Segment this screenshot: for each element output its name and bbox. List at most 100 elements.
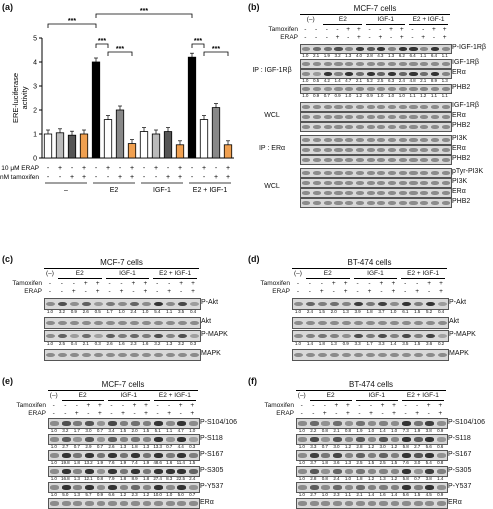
blot-band — [96, 421, 106, 426]
blot-band — [366, 138, 375, 142]
tamoxifen-sign: - — [121, 402, 125, 409]
blot-band — [323, 158, 332, 162]
blot-band — [402, 421, 411, 426]
blot-band — [50, 453, 60, 458]
row-label-tamoxifen: Tamoxifen — [260, 280, 290, 287]
row-label-tamoxifen: 10 nM tamoxifen — [0, 174, 39, 181]
blot-band — [334, 148, 343, 152]
quant-value: 4.2 — [323, 77, 330, 83]
panel-f: BT-474 cells (–) E2 IGF-1 E2 + IGF-1 Tamoxife… — [248, 374, 493, 509]
blot-band — [61, 421, 71, 426]
blot-row-label: P-S167 — [448, 450, 472, 458]
erap-sign: + — [82, 165, 86, 172]
blot-band — [441, 62, 450, 66]
blot-band — [108, 437, 117, 442]
erap-sign: - — [84, 288, 87, 295]
quant-value: 2.7 — [62, 443, 69, 449]
quant-value: 2.6 — [82, 308, 89, 314]
significance-bracket — [95, 43, 109, 48]
group-underline — [409, 24, 448, 25]
blot-band — [321, 421, 331, 426]
blot-band — [425, 333, 435, 339]
group-label: E2 — [78, 392, 87, 399]
erap-sign: - — [411, 34, 414, 41]
blot-band — [401, 320, 411, 326]
quant-value: 1.4 — [437, 475, 444, 481]
blot-band — [177, 352, 187, 358]
quant-value: 2.5 — [379, 459, 386, 465]
quant-value: 1.0 — [298, 491, 305, 497]
blot-band — [420, 115, 429, 119]
blot-band — [398, 191, 407, 195]
erap-sign: + — [106, 165, 110, 172]
blot-band — [345, 171, 354, 175]
blot-band — [366, 72, 375, 76]
blot-band — [94, 301, 104, 307]
blot-band — [441, 138, 450, 142]
quant-value: 0.8 — [437, 459, 444, 465]
blot-band — [165, 437, 175, 442]
quant-value: 3.2 — [154, 340, 161, 346]
panel-d: BT-474 cells (–) E2 IGF-1 E2 + IGF-1 Tamoxife… — [248, 252, 493, 372]
blot-band — [355, 181, 364, 185]
blot-band — [106, 301, 116, 307]
blot-band — [345, 201, 354, 205]
quant-value: 1.3 — [345, 52, 352, 58]
blot-band — [334, 138, 343, 142]
blot-band — [85, 453, 94, 458]
group-underline — [366, 24, 406, 25]
blot-band — [302, 191, 311, 195]
blot-band — [165, 320, 175, 326]
tamoxifen-sign: + — [131, 280, 136, 287]
quant-value: 6.3 — [388, 77, 395, 83]
quant-value: 4.3 — [377, 52, 384, 58]
tamoxifen-sign: + — [438, 402, 443, 409]
erap-sign: - — [368, 34, 371, 41]
panel-a-chart: 0 1 2 3 4 5 ERE-luciferaseactivity *** *** *** ***… — [0, 8, 234, 194]
blot-band — [345, 72, 354, 76]
blot-strip — [296, 450, 448, 461]
blot-band — [165, 501, 175, 506]
row-label-tamoxifen: Tamoxifen — [12, 280, 42, 287]
blot-band — [298, 453, 308, 458]
quant-value: 1.0 — [388, 92, 395, 98]
blot-band — [398, 47, 407, 51]
blot-band — [377, 87, 386, 91]
blot-band — [131, 421, 140, 426]
blot-strip — [44, 349, 201, 361]
erap-sign: - — [296, 288, 300, 295]
erap-sign: + — [335, 34, 340, 41]
blot-band — [344, 437, 354, 442]
blot-band — [345, 138, 354, 142]
blot-band — [342, 301, 352, 307]
blot-band — [409, 115, 418, 119]
quant-value: 2.5 — [356, 459, 363, 465]
blot-strip — [292, 298, 449, 310]
erap-sign: - — [47, 165, 50, 172]
blot-band — [334, 201, 343, 205]
blot-band — [379, 453, 388, 458]
blot-band — [334, 125, 343, 129]
quant-value: 1.7 — [106, 308, 113, 314]
blot-band — [323, 87, 332, 91]
blot-band — [50, 485, 60, 490]
blot-band — [355, 201, 364, 205]
quant-value: 11.4 — [176, 459, 185, 465]
quant-value: 1.0 — [142, 308, 149, 314]
tamoxifen-sign: + — [118, 174, 122, 181]
blot-band — [413, 501, 423, 506]
blot-band — [366, 47, 375, 51]
quant-value: 3.0 — [379, 443, 386, 449]
erap-sign: - — [133, 410, 136, 417]
blot-band — [354, 320, 364, 326]
quant-value: 2.5 — [58, 340, 65, 346]
blot-band — [409, 191, 418, 195]
erap-sign: - — [60, 288, 63, 295]
tamoxifen-sign: - — [110, 402, 113, 409]
tamoxifen-sign: - — [312, 402, 315, 409]
blot-band — [188, 437, 198, 442]
blot-band — [366, 171, 375, 175]
blot-band — [437, 320, 447, 326]
blot-band — [388, 115, 397, 119]
blot-band — [413, 485, 423, 490]
